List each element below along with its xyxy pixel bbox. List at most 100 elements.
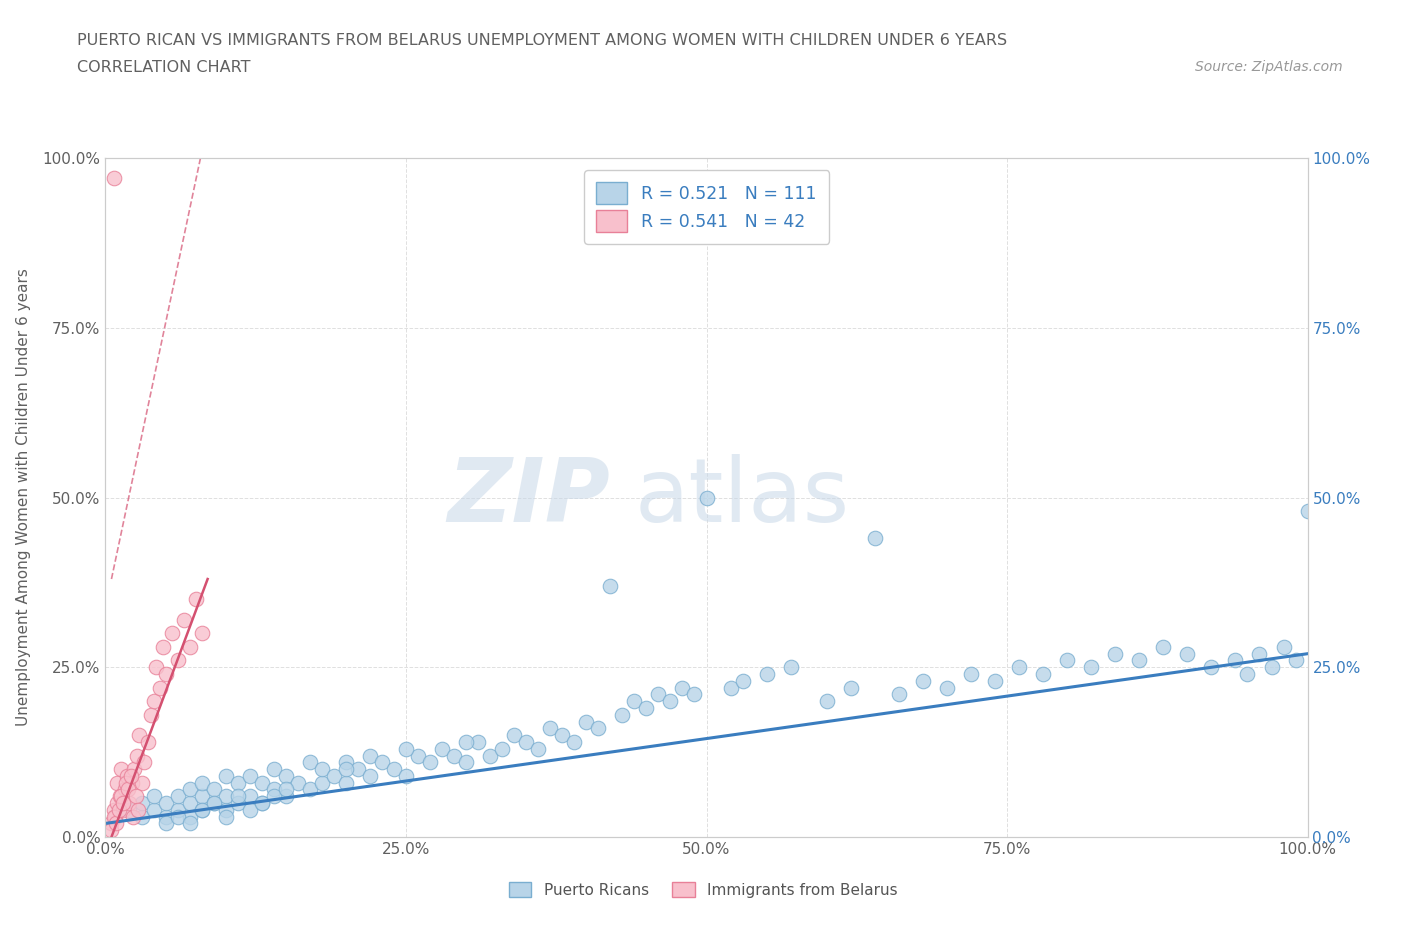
Point	[359, 768, 381, 783]
Point	[515, 735, 537, 750]
Point	[190, 776, 212, 790]
Point	[815, 694, 838, 709]
Text: PUERTO RICAN VS IMMIGRANTS FROM BELARUS UNEMPLOYMENT AMONG WOMEN WITH CHILDREN U: PUERTO RICAN VS IMMIGRANTS FROM BELARUS …	[77, 33, 1008, 47]
Point	[274, 768, 297, 783]
Point	[575, 714, 598, 729]
Point	[263, 789, 285, 804]
Point	[214, 789, 236, 804]
Point	[347, 762, 370, 777]
Point	[636, 700, 658, 715]
Point	[1296, 504, 1319, 519]
Point	[887, 687, 910, 702]
Point	[184, 592, 207, 607]
Point	[960, 667, 983, 682]
Point	[100, 816, 122, 830]
Point	[124, 789, 146, 804]
Point	[1128, 653, 1150, 668]
Point	[127, 803, 149, 817]
Point	[125, 748, 148, 763]
Y-axis label: Unemployment Among Women with Children Under 6 years: Unemployment Among Women with Children U…	[17, 269, 31, 726]
Point	[263, 762, 285, 777]
Text: CORRELATION CHART: CORRELATION CHART	[77, 60, 250, 75]
Point	[1152, 640, 1174, 655]
Point	[145, 660, 167, 675]
Point	[120, 768, 142, 783]
Point	[166, 653, 188, 668]
Point	[984, 673, 1007, 688]
Point	[108, 789, 131, 804]
Point	[226, 789, 249, 804]
Point	[454, 735, 477, 750]
Point	[335, 762, 357, 777]
Point	[298, 755, 321, 770]
Point	[562, 735, 585, 750]
Point	[588, 721, 610, 736]
Point	[1056, 653, 1078, 668]
Point	[190, 626, 212, 641]
Point	[160, 626, 183, 641]
Point	[274, 789, 297, 804]
Point	[155, 809, 177, 824]
Point	[443, 748, 465, 763]
Text: ZIP: ZIP	[447, 454, 610, 541]
Point	[454, 755, 477, 770]
Point	[527, 741, 550, 756]
Point	[132, 755, 155, 770]
Point	[647, 687, 669, 702]
Point	[103, 803, 125, 817]
Point	[131, 809, 153, 824]
Point	[214, 809, 236, 824]
Point	[274, 782, 297, 797]
Legend: Puerto Ricans, Immigrants from Belarus: Puerto Ricans, Immigrants from Belarus	[502, 875, 904, 904]
Point	[152, 640, 174, 655]
Point	[142, 789, 165, 804]
Point	[1032, 667, 1054, 682]
Point	[430, 741, 453, 756]
Point	[479, 748, 502, 763]
Point	[936, 680, 959, 695]
Point	[1175, 646, 1198, 661]
Point	[311, 776, 333, 790]
Point	[202, 782, 225, 797]
Point	[671, 680, 693, 695]
Point	[179, 816, 201, 830]
Point	[599, 578, 621, 593]
Point	[395, 741, 418, 756]
Point	[1249, 646, 1271, 661]
Point	[239, 789, 262, 804]
Point	[110, 789, 132, 804]
Point	[696, 490, 718, 505]
Point	[406, 748, 429, 763]
Point	[166, 789, 188, 804]
Point	[503, 727, 526, 742]
Text: Source: ZipAtlas.com: Source: ZipAtlas.com	[1195, 60, 1343, 74]
Point	[139, 708, 162, 723]
Point	[190, 803, 212, 817]
Point	[118, 796, 141, 811]
Point	[179, 796, 201, 811]
Point	[103, 171, 125, 186]
Point	[612, 708, 634, 723]
Point	[117, 782, 139, 797]
Point	[179, 809, 201, 824]
Point	[179, 640, 201, 655]
Point	[623, 694, 645, 709]
Point	[214, 768, 236, 783]
Point	[250, 776, 273, 790]
Point	[115, 768, 138, 783]
Point	[1201, 660, 1223, 675]
Point	[239, 803, 262, 817]
Legend: R = 0.521   N = 111, R = 0.541   N = 42: R = 0.521 N = 111, R = 0.541 N = 42	[583, 170, 830, 244]
Point	[683, 687, 706, 702]
Point	[118, 803, 141, 817]
Point	[107, 776, 129, 790]
Point	[371, 755, 394, 770]
Point	[1284, 653, 1306, 668]
Point	[1260, 660, 1282, 675]
Point	[287, 776, 309, 790]
Point	[107, 803, 129, 817]
Point	[659, 694, 682, 709]
Point	[166, 803, 188, 817]
Point	[467, 735, 489, 750]
Point	[214, 803, 236, 817]
